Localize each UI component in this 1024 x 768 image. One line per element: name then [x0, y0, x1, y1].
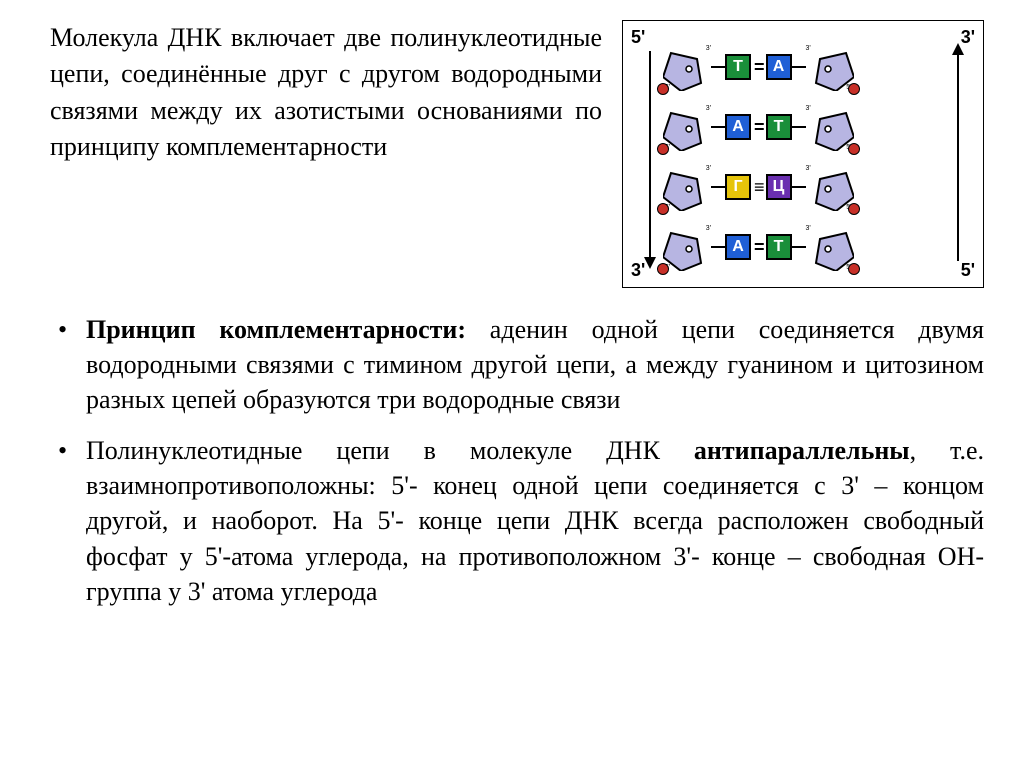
- phosphate-icon: [848, 263, 860, 275]
- bond-line: [792, 246, 806, 248]
- sugar-left-icon: 3'5': [663, 163, 711, 211]
- label-five-br: 5': [961, 260, 975, 281]
- bond-line: [711, 66, 725, 68]
- phosphate-icon: [848, 203, 860, 215]
- bond-line: [792, 126, 806, 128]
- bullet-list: Принцип комплементарности: аденин одной …: [50, 312, 984, 609]
- sugar-right-icon: 3'5': [806, 223, 854, 271]
- sugar-right-icon: 3'5': [806, 43, 854, 91]
- base-A: А: [725, 234, 751, 260]
- phosphate-icon: [657, 143, 669, 155]
- bond-line: [711, 186, 725, 188]
- sugar-right-icon: 3'5': [806, 163, 854, 211]
- phosphate-icon: [657, 83, 669, 95]
- phosphate-icon: [657, 263, 669, 275]
- intro-paragraph: Молекула ДНК включает две полинуклеотидн…: [50, 20, 602, 166]
- bond-line: [711, 126, 725, 128]
- hydrogen-bond-icon: =: [751, 57, 766, 78]
- base-T: Т: [766, 234, 792, 260]
- sugar-right-icon: 3'5': [806, 103, 854, 151]
- sugar-left-icon: 3'5': [663, 223, 711, 271]
- label-five-tl: 5': [631, 27, 645, 48]
- bullet-2: Полинуклеотидные цепи в молекуле ДНК ант…: [50, 433, 984, 608]
- base-pair-row: 3'5' Г≡Ц 3'5': [663, 159, 943, 215]
- bond-line: [792, 186, 806, 188]
- bullet2-a: Полинуклеотидные цепи в молекуле ДНК: [86, 436, 694, 465]
- base-pair-row: 3'5' А=Т 3'5': [663, 99, 943, 155]
- bullet-1: Принцип комплементарности: аденин одной …: [50, 312, 984, 417]
- dna-diagram: 5' 3' 3' 5' 3'5'Т=А3'5'3'5'А=Т3'5'3'5'Г≡…: [622, 20, 984, 288]
- sugar-left-icon: 3'5': [663, 43, 711, 91]
- base-T: Т: [766, 114, 792, 140]
- hydrogen-bond-icon: =: [751, 117, 766, 138]
- hydrogen-bond-icon: ≡: [751, 177, 766, 198]
- base-T: Т: [725, 54, 751, 80]
- hydrogen-bond-icon: =: [751, 237, 766, 258]
- bond-line: [792, 66, 806, 68]
- sugar-left-icon: 3'5': [663, 103, 711, 151]
- base-A: А: [725, 114, 751, 140]
- bullet1-bold: Принцип комплементарности:: [86, 315, 466, 344]
- base-pair-row: 3'5' Т=А 3'5': [663, 39, 943, 95]
- base-G: Г: [725, 174, 751, 200]
- bond-line: [711, 246, 725, 248]
- base-A: А: [766, 54, 792, 80]
- phosphate-icon: [657, 203, 669, 215]
- base-pair-row: 3'5' А=Т 3'5': [663, 219, 943, 275]
- phosphate-icon: [848, 83, 860, 95]
- base-C: Ц: [766, 174, 792, 200]
- phosphate-icon: [848, 143, 860, 155]
- bullet2-bold: антипараллельны: [694, 436, 910, 465]
